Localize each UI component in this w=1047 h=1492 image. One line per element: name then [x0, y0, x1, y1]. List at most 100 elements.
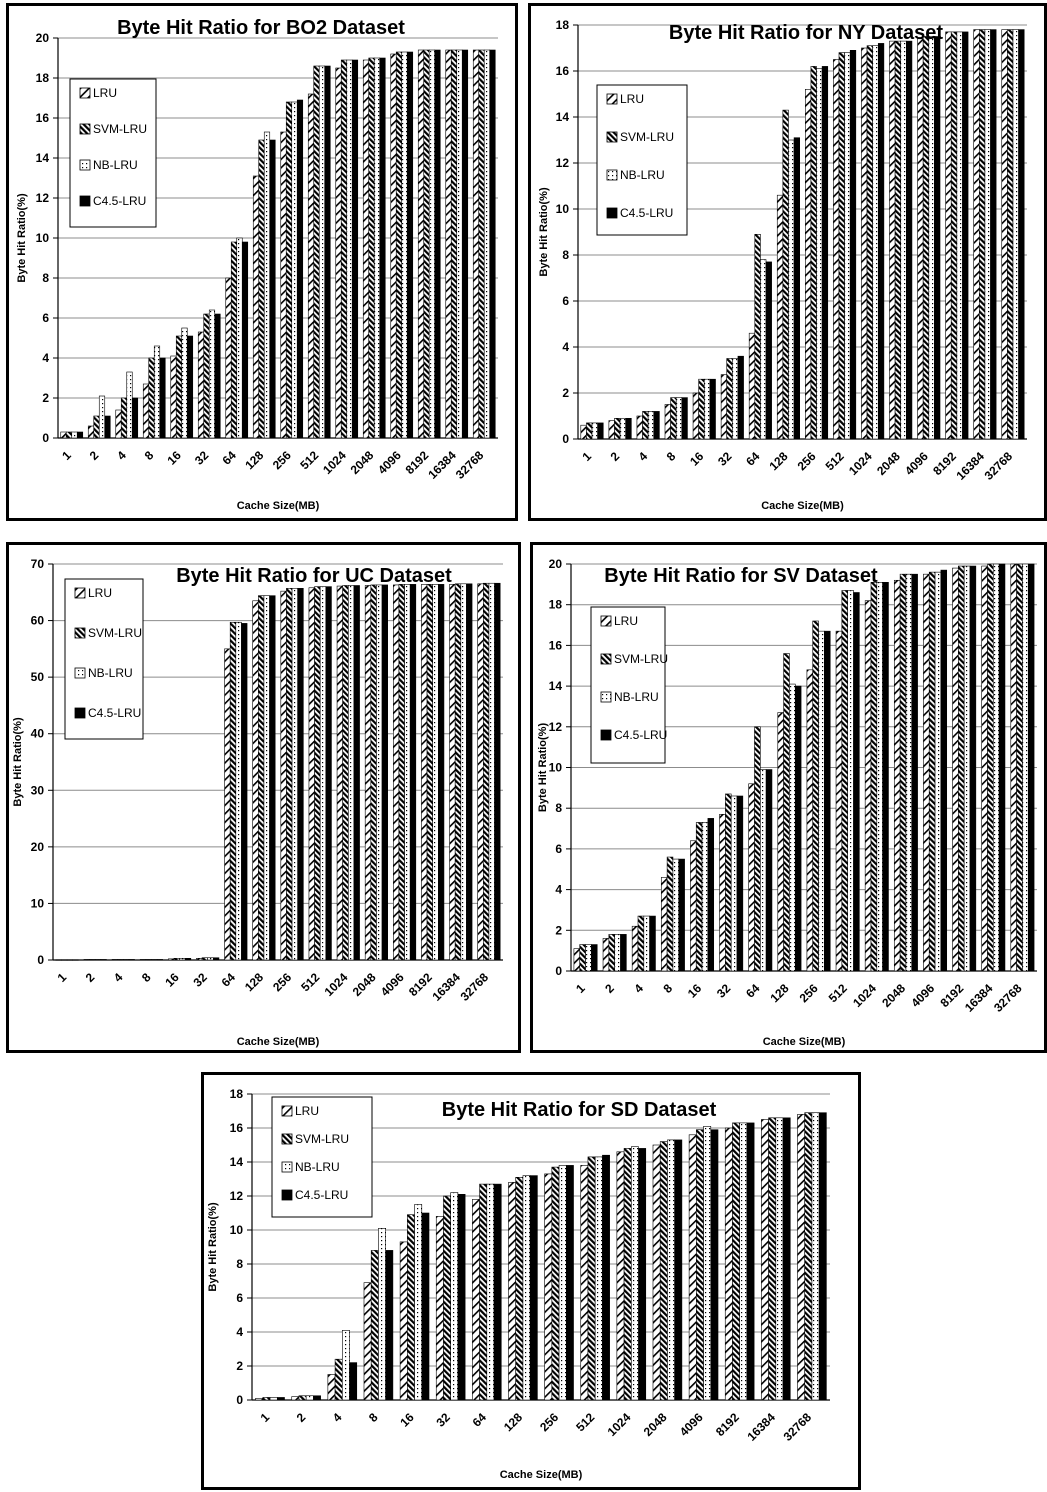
- bar-lru: [664, 404, 671, 440]
- bar-nb-lru: [816, 68, 823, 440]
- bar-c4-5-lru: [241, 623, 248, 961]
- bar-lru: [364, 585, 372, 961]
- bar-c4-5-lru: [934, 36, 941, 440]
- bar-c4-5-lru: [765, 261, 772, 440]
- bar-lru: [1010, 563, 1017, 972]
- y-tick-label: 0: [236, 1393, 243, 1407]
- y-tick-label: 2: [555, 923, 562, 937]
- bar-c4-5-lru: [625, 417, 632, 440]
- bar-svm-lru: [120, 397, 128, 439]
- bar-c4-5-lru: [620, 934, 627, 972]
- x-tick-label: 64: [743, 981, 763, 1001]
- bar-lru: [115, 409, 122, 439]
- x-tick-label: 1024: [320, 448, 349, 477]
- y-axis-label: Byte Hit Ratio(%): [207, 1202, 219, 1292]
- bar-nb-lru: [291, 101, 298, 439]
- y-tick-label: 14: [556, 110, 570, 124]
- bar-c4-5-lru: [709, 378, 716, 440]
- y-tick-label: 6: [555, 842, 562, 856]
- bar-nb-lru: [900, 40, 907, 440]
- bar-lru: [252, 175, 260, 439]
- bar-lru: [580, 1165, 589, 1401]
- bar-nb-lru: [675, 397, 683, 440]
- bar-lru: [945, 31, 952, 440]
- bar-svm-lru: [922, 36, 930, 440]
- y-axis-label: Byte Hit Ratio(%): [16, 193, 28, 283]
- bar-lru: [335, 67, 342, 439]
- bar-svm-lru: [148, 357, 155, 439]
- bar-svm-lru: [342, 585, 349, 961]
- bar-c4-5-lru: [421, 1212, 430, 1401]
- x-tick-label: 2: [294, 1410, 309, 1425]
- bar-c4-5-lru: [489, 49, 496, 439]
- bar-lru: [363, 1282, 372, 1401]
- x-tick-label: 1: [59, 448, 74, 463]
- bar-svm-lru: [659, 1141, 668, 1401]
- bar-nb-lru: [956, 31, 963, 440]
- y-tick-label: 8: [555, 801, 562, 815]
- y-tick-label: 20: [36, 31, 50, 45]
- x-tick-label: 128: [242, 970, 266, 994]
- x-tick-label: 16: [165, 448, 185, 468]
- legend-swatch: [281, 1133, 293, 1145]
- bar-nb-lru: [66, 959, 73, 961]
- bar-c4-5-lru: [597, 422, 604, 440]
- legend-swatch: [74, 707, 86, 719]
- bar-svm-lru: [695, 822, 703, 972]
- bar-lru: [833, 59, 840, 440]
- y-tick-label: 2: [42, 391, 49, 405]
- bar-svm-lru: [201, 957, 208, 961]
- bar-c4-5-lru: [379, 57, 386, 439]
- y-tick-label: 6: [42, 311, 49, 325]
- bar-nb-lru: [428, 49, 436, 439]
- bar-nb-lru: [207, 957, 214, 961]
- bar-c4-5-lru: [406, 51, 414, 439]
- chart-panel-sv: 0 2 4 6 8 10 12 14 16 18 20 1 2 4 8 16 32 64 128 256 512 1024…: [530, 542, 1047, 1053]
- y-tick-label: 2: [236, 1359, 243, 1373]
- bar-svm-lru: [614, 417, 621, 440]
- bar-lru: [111, 959, 118, 961]
- bar-c4-5-lru: [736, 795, 744, 972]
- bar-nb-lru: [414, 1204, 423, 1401]
- y-tick-label: 18: [230, 1087, 244, 1101]
- bar-c4-5-lru: [962, 31, 969, 440]
- legend-swatch: [79, 195, 91, 207]
- bar-svm-lru: [298, 1395, 307, 1401]
- bar-lru: [472, 49, 480, 439]
- bar-c4-5-lru: [457, 1194, 466, 1401]
- y-tick-label: 20: [549, 557, 563, 571]
- bar-c4-5-lru: [324, 65, 331, 439]
- bar-nb-lru: [236, 237, 243, 439]
- bar-svm-lru: [987, 563, 994, 972]
- x-tick-label: 256: [270, 448, 294, 472]
- x-tick-label: 2048: [348, 448, 377, 477]
- bar-c4-5-lru: [159, 357, 166, 439]
- bar-c4-5-lru: [681, 397, 688, 440]
- y-tick-label: 70: [31, 557, 45, 571]
- bar-svm-lru: [61, 959, 68, 961]
- x-tick-label: 16: [685, 981, 705, 1001]
- x-tick-label: 2: [602, 981, 617, 996]
- bar-lru: [83, 959, 90, 961]
- bar-c4-5-lru: [76, 431, 84, 439]
- bar-svm-lru: [732, 1122, 740, 1401]
- x-tick-label: 4096: [902, 449, 931, 478]
- bar-nb-lru: [647, 411, 655, 440]
- y-tick-label: 0: [562, 432, 569, 446]
- bar-svm-lru: [586, 422, 593, 440]
- bar-lru: [449, 584, 456, 961]
- bar-c4-5-lru: [351, 59, 359, 439]
- bar-svm-lru: [479, 1183, 488, 1401]
- y-tick-label: 18: [36, 71, 50, 85]
- bar-lru: [327, 1374, 336, 1401]
- bar-lru: [616, 1151, 625, 1401]
- x-tick-label: 1: [573, 981, 588, 996]
- bar-c4-5-lru: [313, 1395, 321, 1401]
- bar-c4-5-lru: [1027, 563, 1035, 972]
- bar-c4-5-lru: [186, 335, 194, 439]
- x-axis-label: Cache Size(MB): [763, 1036, 846, 1048]
- bar-lru: [889, 40, 896, 440]
- x-axis-label: Cache Size(MB): [237, 500, 320, 512]
- chart-title: Byte Hit Ratio for BO2 Dataset: [117, 17, 405, 39]
